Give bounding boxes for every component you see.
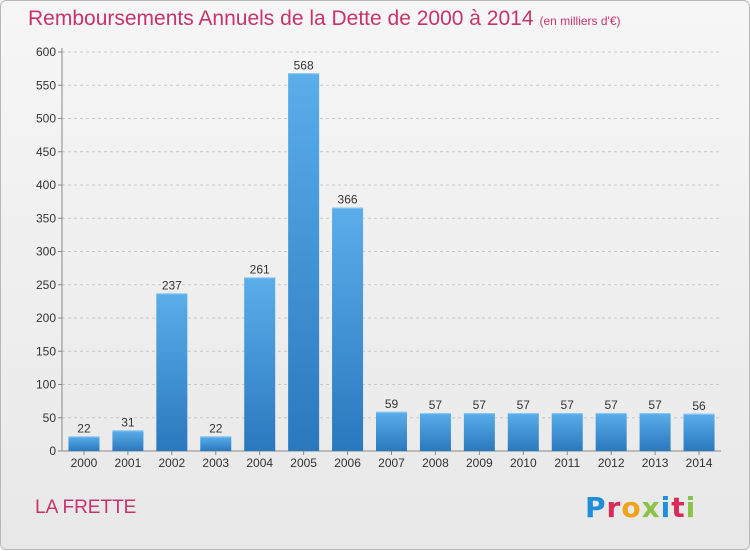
- x-tick-label: 2003: [202, 456, 229, 470]
- bar: [288, 73, 320, 451]
- x-tick-label: 2012: [598, 456, 625, 470]
- bar: [463, 413, 495, 451]
- x-tick-label: 2001: [115, 456, 142, 470]
- y-tick-label: 600: [36, 45, 56, 59]
- logo-letter: x: [641, 491, 661, 524]
- bar-value-label: 57: [561, 398, 575, 412]
- bar: [683, 413, 715, 451]
- x-tick-label: 2008: [422, 456, 449, 470]
- bar: [156, 293, 188, 451]
- x-tick-label: 2006: [334, 456, 361, 470]
- y-tick-label: 50: [43, 411, 57, 425]
- x-tick-label: 2004: [246, 456, 273, 470]
- bar-value-label: 56: [692, 399, 706, 413]
- chart-title: Remboursements Annuels de la Dette de 20…: [28, 7, 621, 31]
- logo-letter: r: [606, 491, 622, 524]
- commune-name: LA FRETTE: [35, 497, 137, 518]
- bar-value-label: 57: [648, 398, 662, 412]
- chart-title-text: Remboursements Annuels de la Dette de 20…: [28, 7, 534, 30]
- bar: [639, 413, 671, 451]
- y-tick-label: 250: [36, 278, 56, 292]
- bar: [68, 436, 100, 451]
- bar: [376, 411, 407, 451]
- y-tick-label: 400: [36, 178, 56, 192]
- bar-value-label: 366: [338, 193, 358, 207]
- bar: [332, 207, 364, 451]
- bar-value-label: 261: [250, 262, 270, 276]
- x-tick-label: 2007: [378, 456, 405, 470]
- proxiti-logo: Proxiti: [585, 491, 696, 524]
- bar-value-label: 568: [294, 58, 314, 72]
- y-tick-label: 0: [49, 444, 56, 458]
- logo-letter: t: [671, 491, 686, 524]
- x-tick-label: 2002: [158, 456, 185, 470]
- x-tick-label: 2000: [71, 456, 98, 470]
- y-tick-label: 450: [36, 145, 56, 159]
- x-tick-label: 2013: [642, 456, 669, 470]
- bar-value-label: 31: [121, 415, 135, 429]
- logo-letter: o: [621, 491, 642, 524]
- bar: [551, 413, 583, 451]
- y-tick-label: 350: [36, 211, 56, 225]
- chart-unit: (en milliers d'€): [539, 14, 621, 28]
- x-tick-label: 2009: [466, 456, 493, 470]
- y-tick-label: 300: [36, 245, 56, 259]
- x-tick-label: 2010: [510, 456, 537, 470]
- y-tick-label: 100: [36, 378, 56, 392]
- x-tick-label: 2014: [686, 456, 713, 470]
- y-tick-label: 200: [36, 311, 56, 325]
- logo-letter: i: [685, 491, 697, 524]
- y-tick-label: 150: [36, 344, 56, 358]
- bar-value-label: 57: [517, 398, 531, 412]
- bar: [507, 413, 539, 451]
- bar-value-label: 59: [385, 397, 399, 411]
- bar: [200, 436, 232, 451]
- bar: [419, 413, 451, 451]
- y-tick-label: 550: [36, 78, 56, 92]
- bar: [244, 277, 276, 451]
- bar-value-label: 22: [77, 421, 91, 435]
- bar-value-label: 57: [429, 398, 443, 412]
- logo-letter: P: [585, 491, 607, 524]
- logo-letter: i: [660, 491, 672, 524]
- bar: [595, 413, 627, 451]
- x-tick-label: 2011: [554, 456, 580, 470]
- x-tick-label: 2005: [290, 456, 317, 470]
- bar-value-label: 57: [604, 398, 618, 412]
- y-tick-label: 500: [36, 112, 56, 126]
- bar-value-label: 237: [162, 278, 182, 292]
- bar-value-label: 57: [473, 398, 487, 412]
- bar: [112, 430, 144, 451]
- bar-value-label: 22: [209, 421, 223, 435]
